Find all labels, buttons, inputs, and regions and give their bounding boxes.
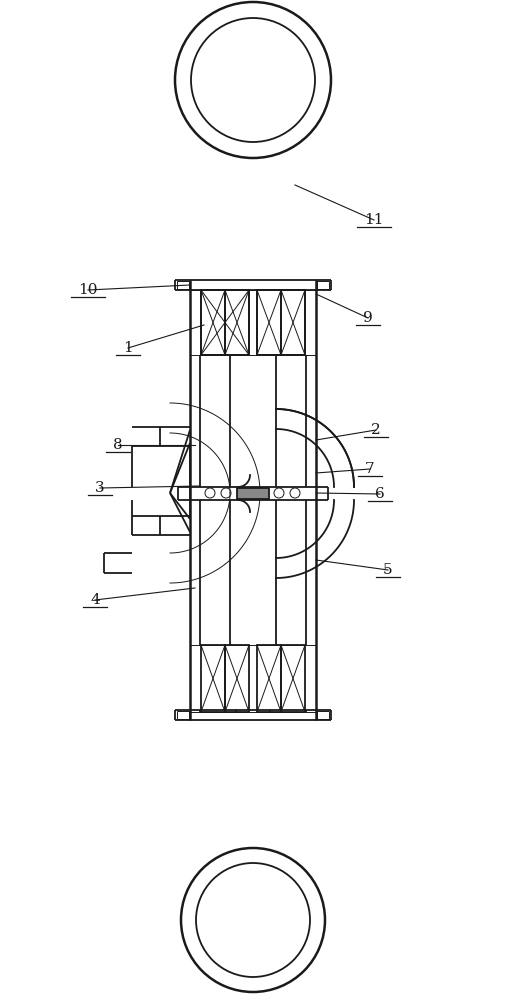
Text: 9: 9 [363,311,372,325]
Text: 2: 2 [370,423,380,437]
Text: 6: 6 [374,487,384,501]
Bar [177,281,189,289]
Bar [316,711,328,719]
Bar [200,290,225,355]
Text: 5: 5 [382,563,392,577]
Bar [257,290,280,355]
Text: 8: 8 [113,438,123,452]
Bar [225,290,248,355]
Bar [257,645,280,712]
Bar [200,290,248,355]
Bar [236,488,269,499]
Text: 1: 1 [123,341,133,355]
Bar [225,645,248,712]
Text: 11: 11 [364,213,383,227]
Bar [257,290,305,355]
Text: 7: 7 [365,462,374,476]
Bar [316,281,328,289]
Bar [200,645,225,712]
Text: 4: 4 [90,593,99,607]
Bar [280,645,305,712]
Bar [177,711,189,719]
Text: 3: 3 [95,481,105,495]
Text: 10: 10 [78,283,97,297]
Bar [280,290,305,355]
